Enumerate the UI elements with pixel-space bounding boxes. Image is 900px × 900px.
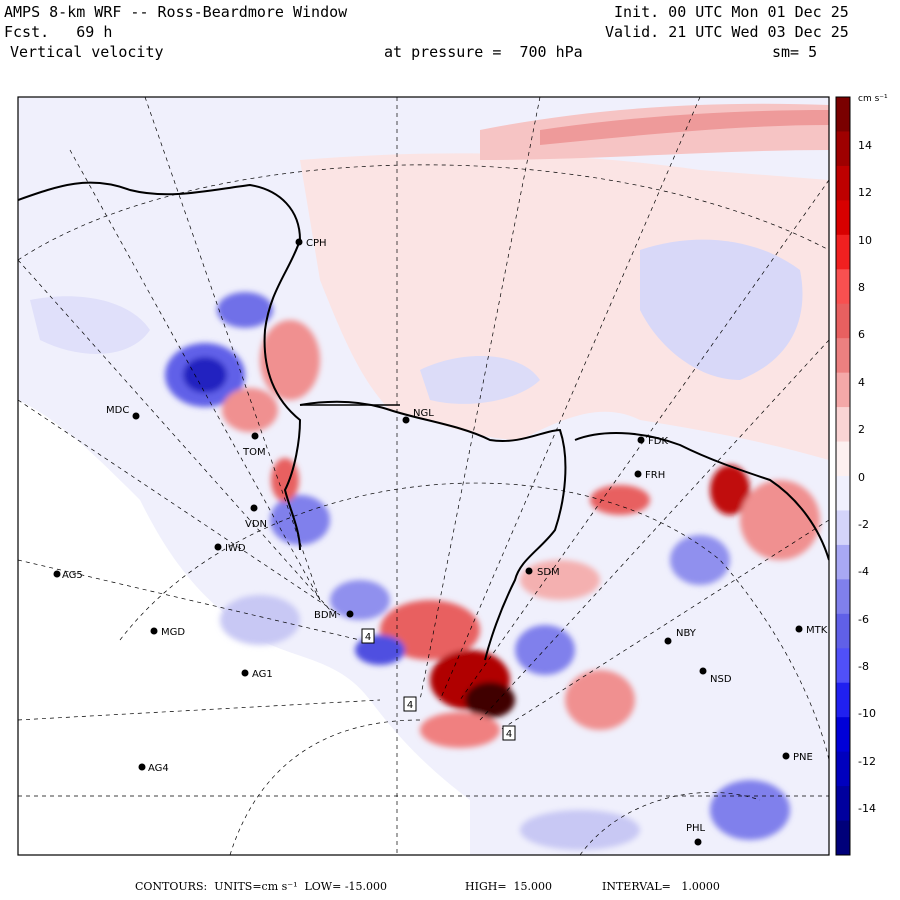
- colorbar-tick-label: 14: [858, 139, 872, 152]
- colorbar-segment: [836, 682, 850, 718]
- map-frame: [17, 96, 830, 856]
- station-label: PNE: [793, 752, 813, 763]
- station-label: AG1: [252, 669, 273, 680]
- colorbar-tick-label: 4: [858, 375, 865, 389]
- mark-label: 4: [407, 700, 413, 711]
- colorbar-segment: [836, 820, 850, 856]
- colorbar-segment: [836, 407, 850, 443]
- station-markers: CPH MDC NGL TOM FDK FRH VDN IWD AG5 SDM …: [53, 238, 828, 846]
- colorbar-tick-label: -10: [858, 707, 876, 721]
- station-label: PHL: [686, 823, 706, 834]
- colorbar-segment: [836, 303, 850, 339]
- colorbar-segment: [836, 269, 850, 305]
- colorbar-tick-label: 12: [858, 186, 872, 200]
- colorbar-segment: [836, 751, 850, 787]
- mark-label: 4: [365, 632, 371, 643]
- colorbar-tick-label: 6: [858, 328, 865, 342]
- footer-contours: CONTOURS: UNITS=cm s⁻¹ LOW= -15.000: [135, 880, 388, 893]
- colorbar-segment: [836, 165, 850, 201]
- station-label: AG5: [62, 570, 83, 581]
- colorbar-tick-label: 8: [858, 281, 865, 295]
- station-label: MGD: [161, 627, 185, 638]
- colorbar-tick-label: -6: [858, 612, 869, 626]
- colorbar-segment: [836, 131, 850, 167]
- colorbar-tick-label: -2: [858, 517, 869, 531]
- colorbar-segment: [836, 338, 850, 374]
- pressure-level: at pressure = 700 hPa: [384, 43, 583, 61]
- graticule: [18, 97, 829, 855]
- station-label: MTK: [806, 625, 828, 636]
- map-field: [18, 97, 829, 855]
- colorbar-segment: [836, 441, 850, 477]
- mark-label: 4: [506, 729, 512, 740]
- colorbar-tick-label: -8: [858, 659, 869, 673]
- colorbar-segment: [836, 786, 850, 822]
- station-label: MDC: [106, 405, 129, 416]
- colorbar-tick-label: -14: [858, 802, 876, 815]
- station-label: NBY: [676, 628, 697, 639]
- colorbar-segment: [836, 613, 850, 649]
- colorbar-segment: [836, 579, 850, 615]
- colorbar-tick-label: 10: [858, 233, 872, 247]
- station-label: VDN: [245, 519, 267, 530]
- colorbar-units: cm s⁻¹: [858, 94, 888, 104]
- coastline: [18, 181, 829, 661]
- map-marks: 4 4 4: [361, 628, 516, 741]
- colorbar-tick-label: 0: [858, 470, 865, 484]
- colorbar-tick-label: -12: [858, 754, 876, 768]
- forecast-hour: Fcst. 69 h: [4, 23, 113, 41]
- colorbar-segment: [836, 372, 850, 408]
- station-label: FDK: [648, 436, 668, 447]
- station-label: CPH: [306, 238, 327, 249]
- colorbar-segment: [836, 200, 850, 236]
- colorbar: [836, 97, 850, 856]
- station-label: TOM: [242, 447, 266, 458]
- model-title: AMPS 8-km WRF -- Ross-Beardmore Window: [4, 3, 348, 21]
- colorbar-segment: [836, 544, 850, 580]
- colorbar-tick-label: 2: [858, 423, 865, 437]
- colorbar-segment: [836, 648, 850, 684]
- colorbar-segment: [836, 234, 850, 270]
- footer-interval: INTERVAL= 1.0000: [602, 880, 720, 893]
- colorbar-segment: [836, 97, 850, 132]
- station-label: AG4: [148, 763, 169, 774]
- station-label: SDM: [537, 567, 560, 578]
- colorbar-segment: [836, 476, 850, 511]
- colorbar-segment: [836, 717, 850, 753]
- field-name: Vertical velocity: [10, 43, 164, 61]
- station-label: IWD: [225, 543, 246, 554]
- colorbar-segment: [836, 510, 850, 546]
- station-label: NGL: [413, 408, 434, 419]
- station-label: FRH: [645, 470, 665, 481]
- init-time: Init. 00 UTC Mon 01 Dec 25: [614, 3, 849, 21]
- valid-time: Valid. 21 UTC Wed 03 Dec 25: [605, 23, 849, 41]
- station-label: NSD: [710, 674, 732, 685]
- smoothing: sm= 5: [772, 43, 818, 61]
- footer-high: HIGH= 15.000: [465, 880, 553, 893]
- colorbar-tick-label: -4: [858, 565, 869, 579]
- station-label: BDM: [314, 610, 337, 621]
